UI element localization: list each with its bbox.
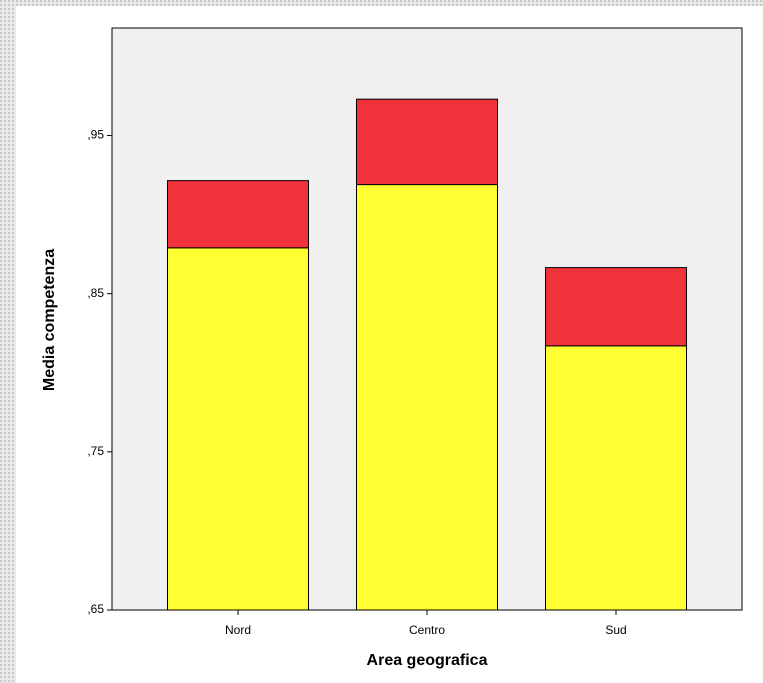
y-tick-label: ,75 bbox=[87, 444, 104, 458]
border-left bbox=[0, 0, 16, 683]
x-tick-label: Centro bbox=[409, 623, 445, 637]
y-tick-label: ,65 bbox=[87, 602, 104, 616]
bar-segment bbox=[545, 267, 687, 347]
y-tick-label: ,95 bbox=[87, 128, 104, 142]
x-tick-label: Nord bbox=[225, 623, 251, 637]
bar-segment bbox=[167, 247, 309, 611]
x-axis-title: Area geografica bbox=[367, 652, 488, 669]
bar-segment bbox=[356, 184, 498, 611]
bar-segment bbox=[545, 345, 687, 611]
y-axis-title: Media competenza bbox=[41, 249, 58, 391]
border-top bbox=[0, 0, 763, 6]
y-tick-label: ,85 bbox=[87, 286, 104, 300]
bar-segment bbox=[356, 98, 498, 186]
x-tick-label: Sud bbox=[605, 623, 626, 637]
bar-segment bbox=[167, 180, 309, 249]
